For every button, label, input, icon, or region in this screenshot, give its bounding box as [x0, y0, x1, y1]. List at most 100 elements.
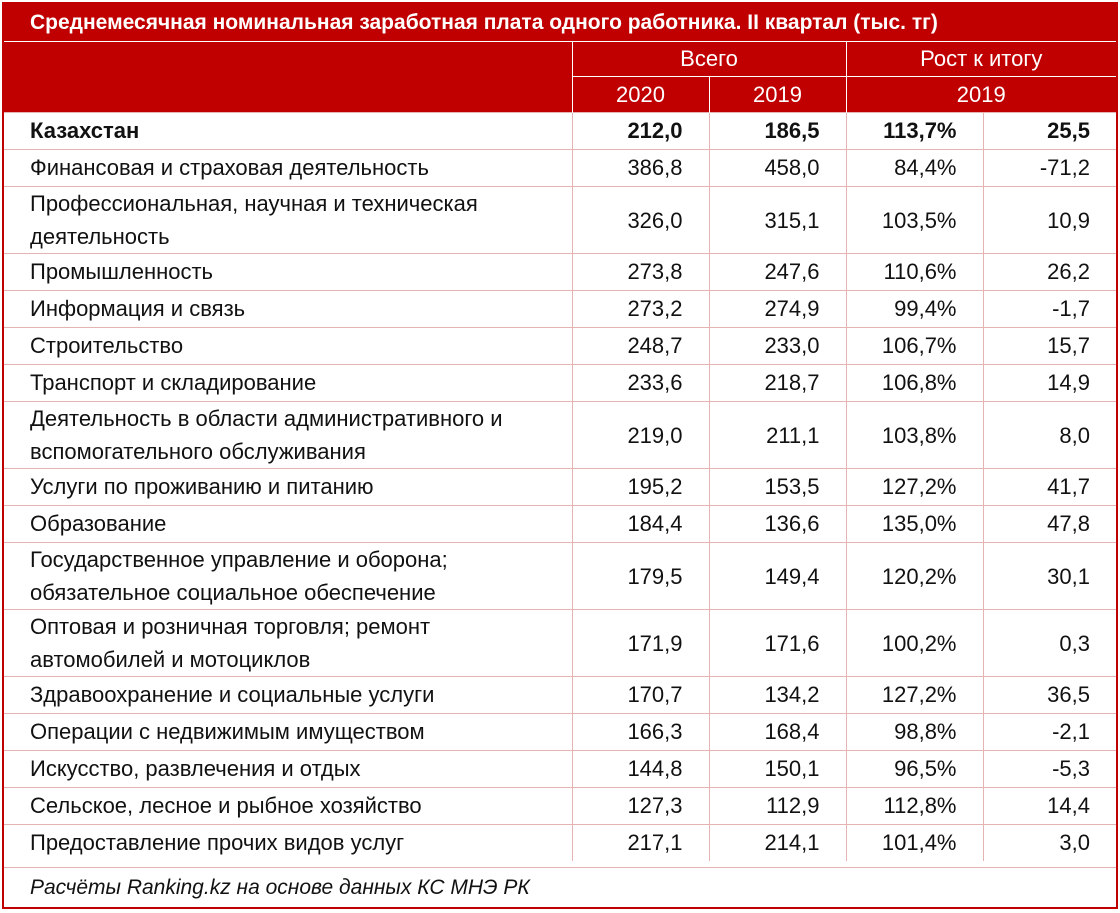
row-growth-pct-cell: 106,7%	[845, 327, 983, 365]
source-note: Расчёты Ranking.kz на основе данных КС М…	[4, 867, 1116, 907]
row-growth-diff-cell: 26,2	[982, 253, 1116, 291]
row-value-2020-cell: 171,9	[571, 609, 709, 677]
header-growth-year: 2019	[845, 76, 1116, 113]
row-growth-diff-cell: -71,2	[982, 149, 1116, 187]
row-value-2019-cell: 315,1	[708, 186, 846, 254]
row-name-cell: Профессиональная, научная и техническая …	[4, 186, 572, 254]
table-row: Услуги по проживанию и питанию 195,2 153,5…	[4, 468, 1116, 506]
row-growth-diff-cell: 36,5	[982, 676, 1116, 714]
table-row: Здравоохранение и социальные услуги 170,7…	[4, 676, 1116, 714]
row-value-2020-cell: 217,1	[571, 824, 709, 861]
row-growth-diff-cell: -2,1	[982, 713, 1116, 751]
row-value-2020-cell: 184,4	[571, 505, 709, 543]
row-name-cell: Казахстан	[4, 112, 572, 150]
salary-table: Всего Рост к итогу 2020 2019 2019 Казахс…	[4, 41, 1116, 861]
row-value-2019-cell: 136,6	[708, 505, 846, 543]
row-growth-pct-cell: 99,4%	[845, 290, 983, 328]
header-year-2020: 2020	[571, 76, 709, 113]
row-growth-diff-cell: 30,1	[982, 542, 1116, 610]
row-growth-pct-cell: 127,2%	[845, 676, 983, 714]
table-row: Транспорт и складирование 233,6 218,7 106,8…	[4, 364, 1116, 402]
row-growth-pct-cell: 110,6%	[845, 253, 983, 291]
table-row: Предоставление прочих видов услуг 217,1 21…	[4, 824, 1116, 861]
table-row: Операции с недвижимым имуществом 166,3 168…	[4, 713, 1116, 751]
row-value-2020-cell: 195,2	[571, 468, 709, 506]
row-name-cell: Предоставление прочих видов услуг	[4, 824, 572, 861]
table-row: Информация и связь 273,2 274,9 99,4% -1,7	[4, 290, 1116, 328]
header-group-growth: Рост к итогу	[845, 41, 1116, 77]
row-name-cell: Транспорт и складирование	[4, 364, 572, 402]
row-value-2019-cell: 214,1	[708, 824, 846, 861]
row-value-2020-cell: 273,8	[571, 253, 709, 291]
table-title: Среднемесячная номинальная заработная пл…	[4, 4, 1116, 41]
table-row: Финансовая и страховая деятельность 386,8…	[4, 149, 1116, 187]
row-name-cell: Строительство	[4, 327, 572, 365]
row-value-2020-cell: 233,6	[571, 364, 709, 402]
row-value-2019-cell: 112,9	[708, 787, 846, 825]
row-name-cell: Государственное управление и оборона; об…	[4, 542, 572, 610]
row-growth-diff-cell: 41,7	[982, 468, 1116, 506]
row-value-2020-cell: 179,5	[571, 542, 709, 610]
row-value-2019-cell: 153,5	[708, 468, 846, 506]
row-growth-pct-cell: 120,2%	[845, 542, 983, 610]
row-value-2020-cell: 144,8	[571, 750, 709, 788]
row-growth-diff-cell: 10,9	[982, 186, 1116, 254]
row-value-2019-cell: 134,2	[708, 676, 846, 714]
row-growth-pct-cell: 96,5%	[845, 750, 983, 788]
row-value-2019-cell: 458,0	[708, 149, 846, 187]
row-growth-diff-cell: 14,9	[982, 364, 1116, 402]
row-name-cell: Оптовая и розничная торговля; ремонт авт…	[4, 609, 572, 677]
row-growth-pct-cell: 112,8%	[845, 787, 983, 825]
row-name-cell: Искусство, развлечения и отдых	[4, 750, 572, 788]
row-growth-diff-cell: 47,8	[982, 505, 1116, 543]
row-value-2019-cell: 247,6	[708, 253, 846, 291]
table-row: Строительство 248,7 233,0 106,7% 15,7	[4, 327, 1116, 365]
row-value-2020-cell: 326,0	[571, 186, 709, 254]
header-year-2019: 2019	[708, 76, 846, 113]
header-blank-cell	[4, 41, 572, 113]
row-value-2020-cell: 248,7	[571, 327, 709, 365]
row-value-2019-cell: 171,6	[708, 609, 846, 677]
header-group-total: Всего	[571, 41, 846, 77]
row-growth-diff-cell: 25,5	[982, 112, 1116, 150]
row-value-2019-cell: 168,4	[708, 713, 846, 751]
row-growth-pct-cell: 113,7%	[845, 112, 983, 150]
row-value-2020-cell: 273,2	[571, 290, 709, 328]
row-growth-diff-cell: -1,7	[982, 290, 1116, 328]
row-value-2019-cell: 150,1	[708, 750, 846, 788]
row-name-cell: Промышленность	[4, 253, 572, 291]
row-growth-pct-cell: 103,8%	[845, 401, 983, 469]
row-value-2020-cell: 166,3	[571, 713, 709, 751]
row-value-2020-cell: 212,0	[571, 112, 709, 150]
table-body: Казахстан 212,0 186,5 113,7% 25,5 Финансовая …	[4, 112, 1116, 861]
row-growth-diff-cell: 14,4	[982, 787, 1116, 825]
row-growth-diff-cell: 15,7	[982, 327, 1116, 365]
row-growth-pct-cell: 100,2%	[845, 609, 983, 677]
row-growth-pct-cell: 84,4%	[845, 149, 983, 187]
row-value-2019-cell: 233,0	[708, 327, 846, 365]
row-growth-pct-cell: 101,4%	[845, 824, 983, 861]
row-name-cell: Деятельность в области административного…	[4, 401, 572, 469]
row-value-2019-cell: 149,4	[708, 542, 846, 610]
row-growth-pct-cell: 127,2%	[845, 468, 983, 506]
row-growth-pct-cell: 106,8%	[845, 364, 983, 402]
row-growth-pct-cell: 135,0%	[845, 505, 983, 543]
row-name-cell: Информация и связь	[4, 290, 572, 328]
table-row: Образование 184,4 136,6 135,0% 47,8	[4, 505, 1116, 543]
row-growth-diff-cell: -5,3	[982, 750, 1116, 788]
row-growth-pct-cell: 103,5%	[845, 186, 983, 254]
row-value-2019-cell: 186,5	[708, 112, 846, 150]
table-row: Оптовая и розничная торговля; ремонт авт…	[4, 609, 1116, 677]
row-name-cell: Сельское, лесное и рыбное хозяйство	[4, 787, 572, 825]
row-name-cell: Услуги по проживанию и питанию	[4, 468, 572, 506]
row-growth-diff-cell: 0,3	[982, 609, 1116, 677]
table-row: Деятельность в области административного…	[4, 401, 1116, 469]
table-row: Сельское, лесное и рыбное хозяйство 127,3…	[4, 787, 1116, 825]
row-value-2020-cell: 386,8	[571, 149, 709, 187]
row-name-cell: Финансовая и страховая деятельность	[4, 149, 572, 187]
table-row: Государственное управление и оборона; об…	[4, 542, 1116, 610]
row-name-cell: Операции с недвижимым имуществом	[4, 713, 572, 751]
row-value-2019-cell: 218,7	[708, 364, 846, 402]
row-value-2020-cell: 219,0	[571, 401, 709, 469]
row-name-cell: Образование	[4, 505, 572, 543]
